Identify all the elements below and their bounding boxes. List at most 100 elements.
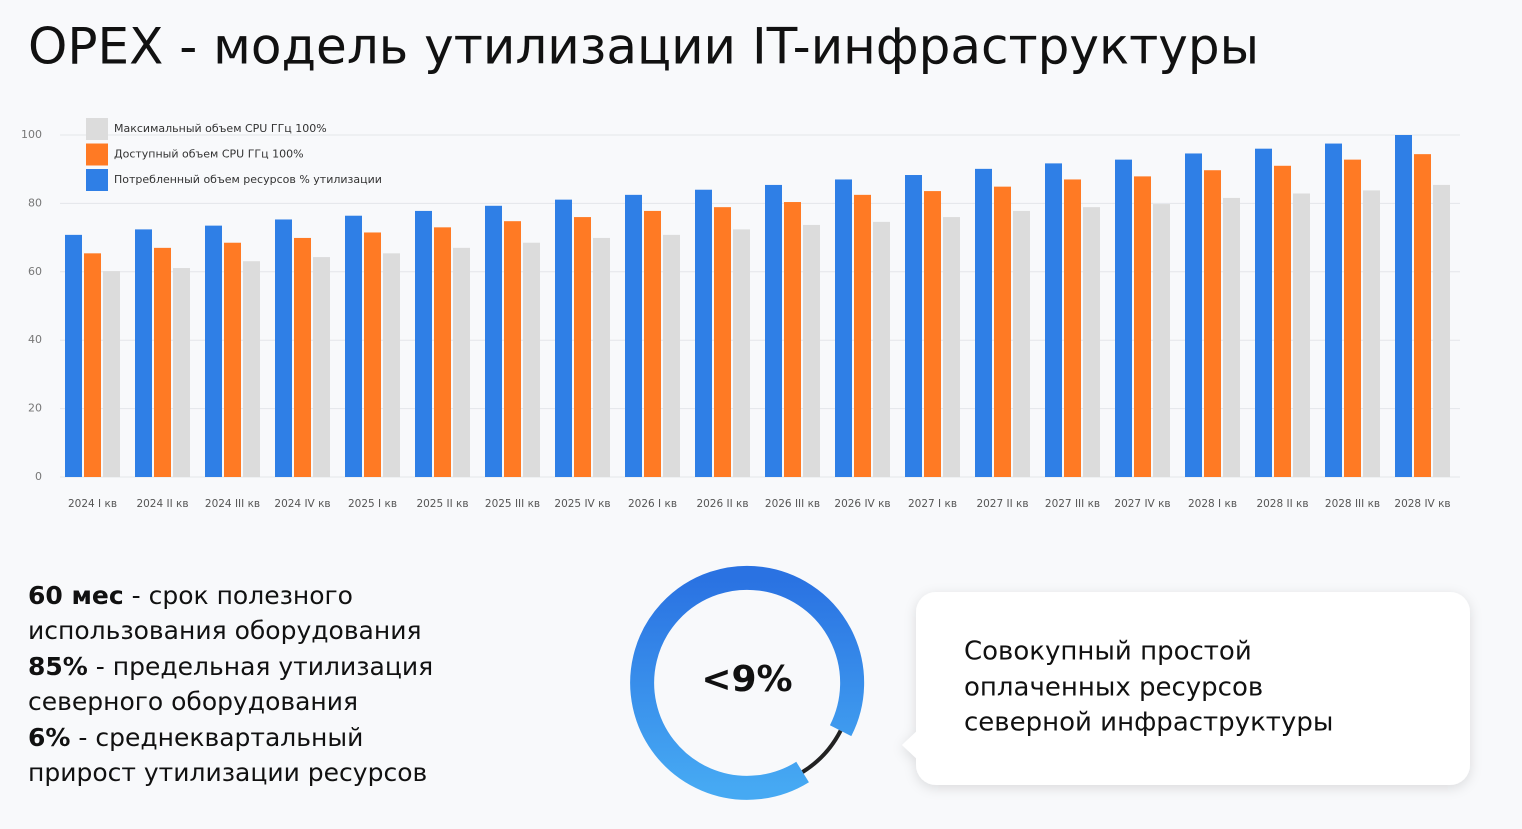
x-tick-label: 2027 III кв bbox=[1045, 498, 1100, 510]
x-tick-label: 2028 I кв bbox=[1188, 498, 1237, 510]
bar bbox=[873, 221, 890, 477]
x-tick-label: 2025 I кв bbox=[348, 498, 397, 510]
callout-text: северной инфраструктуры bbox=[964, 708, 1333, 738]
bar bbox=[1255, 148, 1272, 477]
bar bbox=[205, 225, 222, 477]
bar bbox=[84, 253, 101, 477]
bar bbox=[994, 186, 1011, 477]
donut-gap bbox=[801, 729, 843, 774]
x-tick-label: 2026 IV кв bbox=[834, 498, 890, 510]
x-tick-label: 2026 I кв bbox=[628, 498, 677, 510]
bar bbox=[364, 232, 381, 477]
callout-text: оплаченных ресурсов bbox=[964, 673, 1263, 703]
callout-box bbox=[916, 592, 1470, 785]
bar bbox=[854, 194, 871, 477]
bar-chart: 0 20 40 60 80 100 2024 I кв 2024 II кв 2024 III … bbox=[21, 118, 1460, 510]
bar bbox=[905, 175, 922, 477]
bar bbox=[1013, 210, 1030, 477]
bar bbox=[434, 227, 451, 477]
y-tick-label: 60 bbox=[28, 265, 42, 278]
x-tick-label: 2026 III кв bbox=[765, 498, 820, 510]
bar bbox=[224, 242, 241, 477]
title: OPEX - модель утилизации IT-инфраструкту… bbox=[28, 18, 1259, 76]
bar bbox=[663, 234, 680, 477]
legend-swatch bbox=[86, 143, 108, 166]
bar bbox=[784, 202, 801, 478]
x-tick-label: 2028 II кв bbox=[1256, 498, 1308, 510]
x-tick-label: 2024 I кв bbox=[68, 498, 117, 510]
bar bbox=[103, 271, 120, 477]
bar bbox=[1045, 163, 1062, 478]
bar bbox=[415, 210, 432, 477]
note-text: - предельная утилизация северного оборуд… bbox=[28, 651, 434, 717]
x-tick-label: 2027 II кв bbox=[976, 498, 1028, 510]
note: 85% - предельная утилизация северного об… bbox=[28, 649, 478, 720]
y-tick-label: 20 bbox=[28, 402, 42, 415]
bar bbox=[975, 168, 992, 477]
bar bbox=[1344, 159, 1361, 477]
bar bbox=[345, 215, 362, 477]
bar bbox=[714, 207, 731, 478]
note: 6% - среднеквартальный прирост утилизаци… bbox=[28, 720, 478, 791]
bar bbox=[1414, 154, 1431, 478]
x-tick-label: 2024 IV кв bbox=[274, 498, 330, 510]
x-tick-label: 2025 II кв bbox=[416, 498, 468, 510]
bar bbox=[1223, 197, 1240, 478]
note: 60 мес - срок полезного использования об… bbox=[28, 578, 478, 649]
bar bbox=[555, 199, 572, 477]
x-tick-label: 2027 IV кв bbox=[1114, 498, 1170, 510]
bar bbox=[1153, 204, 1170, 478]
y-tick-label: 0 bbox=[35, 470, 42, 483]
y-tick-label: 40 bbox=[28, 333, 42, 346]
bar bbox=[173, 268, 190, 477]
bar bbox=[275, 219, 292, 477]
bar bbox=[523, 242, 540, 477]
x-tick-label: 2025 IV кв bbox=[554, 498, 610, 510]
note-bold: 60 мес bbox=[28, 581, 124, 610]
x-tick-label: 2028 III кв bbox=[1325, 498, 1380, 510]
y-tick-label: 100 bbox=[21, 128, 42, 141]
x-tick-label: 2024 II кв bbox=[136, 498, 188, 510]
bar bbox=[625, 194, 642, 477]
bar bbox=[1134, 176, 1151, 477]
x-tick-label: 2025 III кв bbox=[485, 498, 540, 510]
bar bbox=[65, 234, 82, 477]
bar bbox=[574, 217, 591, 477]
callout-pointer bbox=[902, 730, 918, 760]
legend-swatch bbox=[86, 169, 108, 191]
note-text: - среднеквартальный прирост утилизации р… bbox=[28, 722, 428, 788]
bar bbox=[1185, 153, 1202, 477]
bar bbox=[733, 229, 750, 477]
x-tick-label: 2027 I кв bbox=[908, 498, 957, 510]
bar bbox=[695, 189, 712, 477]
legend-label: Доступный объем CPU ГГц 100% bbox=[114, 148, 304, 161]
bar bbox=[1204, 170, 1221, 477]
bar bbox=[504, 221, 521, 477]
donut-ring bbox=[630, 565, 865, 800]
bar bbox=[943, 217, 960, 477]
bar bbox=[294, 237, 311, 477]
bar bbox=[1083, 207, 1100, 478]
bar bbox=[453, 247, 470, 477]
legend-swatch bbox=[86, 118, 108, 140]
bar bbox=[924, 191, 941, 477]
bar bbox=[1325, 143, 1342, 478]
note-bold: 85% bbox=[28, 651, 88, 681]
callout bbox=[902, 592, 1470, 785]
donut-label: <9% bbox=[701, 659, 792, 700]
bar bbox=[1433, 184, 1450, 477]
bar bbox=[135, 229, 152, 477]
notes: 60 мес - срок полезного использования об… bbox=[28, 578, 478, 790]
legend-label: Потребленный объем ресурсов % утилизации bbox=[114, 173, 382, 186]
bar bbox=[1395, 135, 1412, 477]
note-bold: 6% bbox=[28, 722, 71, 752]
bar bbox=[593, 237, 610, 477]
bar bbox=[765, 184, 782, 477]
bar bbox=[243, 261, 260, 477]
bar bbox=[383, 253, 400, 477]
x-tick-label: 2024 III кв bbox=[205, 498, 260, 510]
bar bbox=[803, 224, 820, 477]
y-tick-label: 80 bbox=[28, 196, 42, 209]
